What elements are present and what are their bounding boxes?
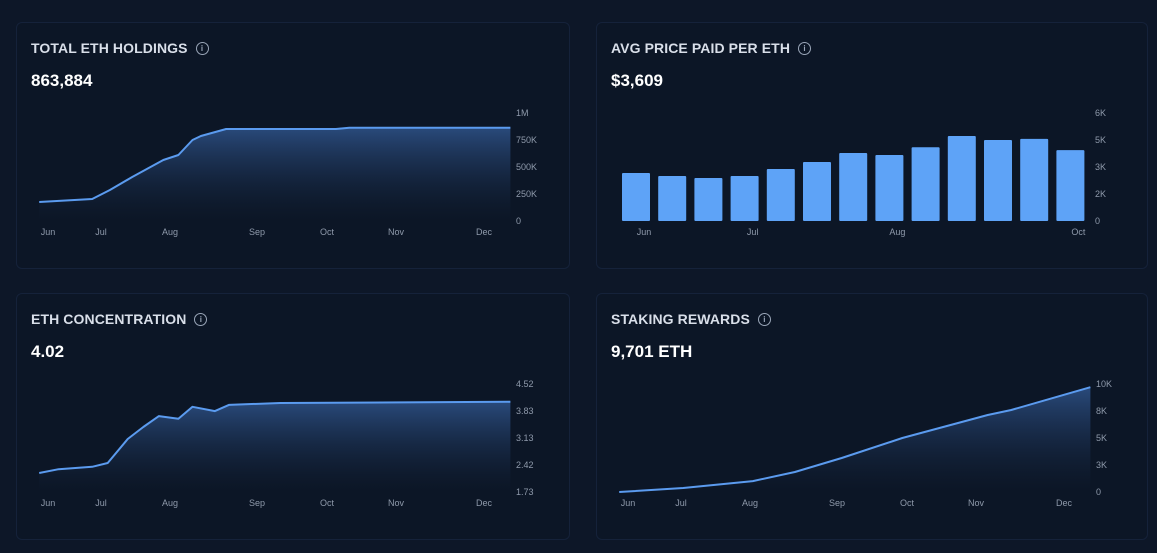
card-value: 9,701 ETH [611, 342, 693, 361]
card-staking-rewards: STAKING REWARDS i 9,701 ETH [596, 293, 1148, 540]
info-circle-icon[interactable]: i [194, 312, 208, 326]
card-eth-concentration: ETH CONCENTRATION i 4.02 [16, 293, 570, 540]
card-title-text: ETH CONCENTRATION [31, 311, 187, 327]
info-circle-icon[interactable]: i [195, 41, 209, 55]
card-value: $3,609 [611, 71, 663, 90]
card-total-eth-holdings: TOTAL ETH HOLDINGS i 863,884 [16, 22, 570, 269]
card-value: 863,884 [31, 71, 93, 90]
info-circle-icon[interactable]: i [757, 312, 771, 326]
card-avg-price-paid: AVG PRICE PAID PER ETH i $3,609 [596, 22, 1148, 269]
info-circle-icon[interactable]: i [798, 41, 812, 55]
card-title: STAKING REWARDS i [611, 311, 771, 327]
card-title-text: TOTAL ETH HOLDINGS [31, 40, 188, 56]
card-title: ETH CONCENTRATION i [31, 311, 208, 327]
card-value: 4.02 [31, 342, 65, 361]
card-title: AVG PRICE PAID PER ETH i [611, 40, 812, 56]
card-title-text: AVG PRICE PAID PER ETH [611, 40, 791, 56]
card-title: TOTAL ETH HOLDINGS i [31, 40, 209, 56]
card-title-text: STAKING REWARDS [611, 311, 750, 327]
